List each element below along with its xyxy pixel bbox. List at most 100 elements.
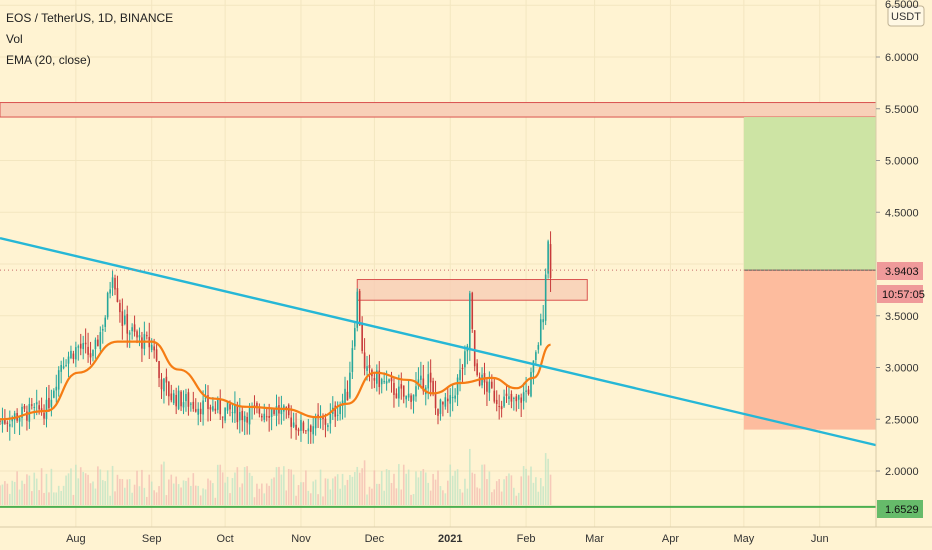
volume-bar [361,468,363,505]
support-tag[interactable] [877,500,923,518]
current-price-tag[interactable] [877,262,923,280]
volume-bar [412,494,415,505]
volume-bar [327,478,329,505]
candle-body [153,346,155,351]
volume-bar [155,492,158,505]
volume-bar [48,492,50,505]
volume-bar [13,481,16,505]
candle-body [99,332,102,350]
candle-body [314,416,317,429]
volume-bar [45,473,48,505]
candle-body [464,351,466,368]
candle-body [476,363,478,376]
volume-bar [309,493,312,505]
volume-bar [28,475,31,505]
volume-bar [503,479,505,505]
candle-body [434,393,437,409]
volume-bar [454,470,456,505]
candle-body [248,408,251,425]
volume-bar [153,490,155,505]
candle-body [72,353,75,360]
candle-body [454,395,456,399]
volume-bar [517,492,520,505]
volume-bar [476,487,478,505]
candle-body [393,382,395,395]
candle-body [236,406,239,423]
volume-bar [513,487,515,505]
candle-body [89,353,92,358]
volume-bar [224,482,226,505]
candle-body [429,372,432,383]
candle-body [0,420,1,422]
volume-bar [341,473,344,505]
volume-bar [0,485,1,505]
volume-bar [373,470,376,505]
volume-bar [114,491,116,505]
currency-badge[interactable] [887,5,925,27]
candle-body [456,377,459,395]
candle-body [420,375,422,380]
trendline[interactable] [0,236,877,447]
volume-bar [33,472,36,505]
candle-body [6,422,9,424]
volume-bar [87,474,89,505]
candle-body [238,412,241,421]
price-tick-label: 5.0000 [885,156,919,168]
candle-body [544,274,547,321]
candle-body [229,404,231,410]
volume-bar [192,473,195,505]
candle-body [486,381,488,392]
candle-body [199,408,202,415]
volume-bar [329,489,332,505]
volume-bar [486,479,488,505]
volume-bar [270,478,273,505]
ema-line[interactable] [0,340,552,421]
loss-zone[interactable] [743,270,876,430]
symbol-line[interactable]: EOS / TetherUS, 1D, BINANCE [6,11,173,25]
volume-bar [62,485,65,505]
volume-bar [305,470,307,505]
time-axis-label: Aug [66,533,86,545]
volume-bar [334,476,337,505]
profit-zone[interactable] [743,117,876,271]
candle-body [265,416,268,418]
countdown-tag[interactable] [877,285,923,303]
price-axis[interactable]: 6.0000 5.5000 5.0000 4.5000 3.5000 3.0000 2.50… [876,52,919,478]
volume-bar [82,471,84,505]
volume-bar [35,478,38,505]
candle-body [77,346,80,348]
volume-bar [234,472,236,505]
candle-body [400,384,403,389]
volume-bar [275,467,278,505]
candle-body [23,405,26,409]
ema-legend[interactable]: EMA (20, close) [6,53,91,67]
volume-bar [456,469,459,505]
volume-bar [55,492,58,505]
candle-body [517,395,520,400]
volume-legend[interactable]: Vol [6,32,23,46]
candle-body [187,392,190,407]
price-tick-label: 2.0000 [885,466,919,478]
volume-bar [53,492,55,505]
time-axis-label: Apr [662,533,679,545]
volume-bar [351,476,354,505]
candle-body [109,289,111,294]
volume-bars [0,448,552,505]
candle-body [263,413,266,420]
volume-bar [464,478,466,505]
volume-bar [226,476,229,505]
candle-body [234,404,236,414]
countdown-value: 10:57:05 [882,289,925,301]
time-axis[interactable]: Aug Sep Oct Nov Dec 2021 Feb Mar Apr May Jun [66,533,829,545]
candle-body [395,393,398,399]
volume-bar [478,488,481,505]
volume-bar [243,467,246,505]
volume-bar [427,482,430,505]
candle-body [212,406,214,411]
candle-body [4,418,6,424]
candle-body [175,394,177,407]
resistance-zone[interactable] [0,102,878,118]
candle-body [495,399,498,405]
